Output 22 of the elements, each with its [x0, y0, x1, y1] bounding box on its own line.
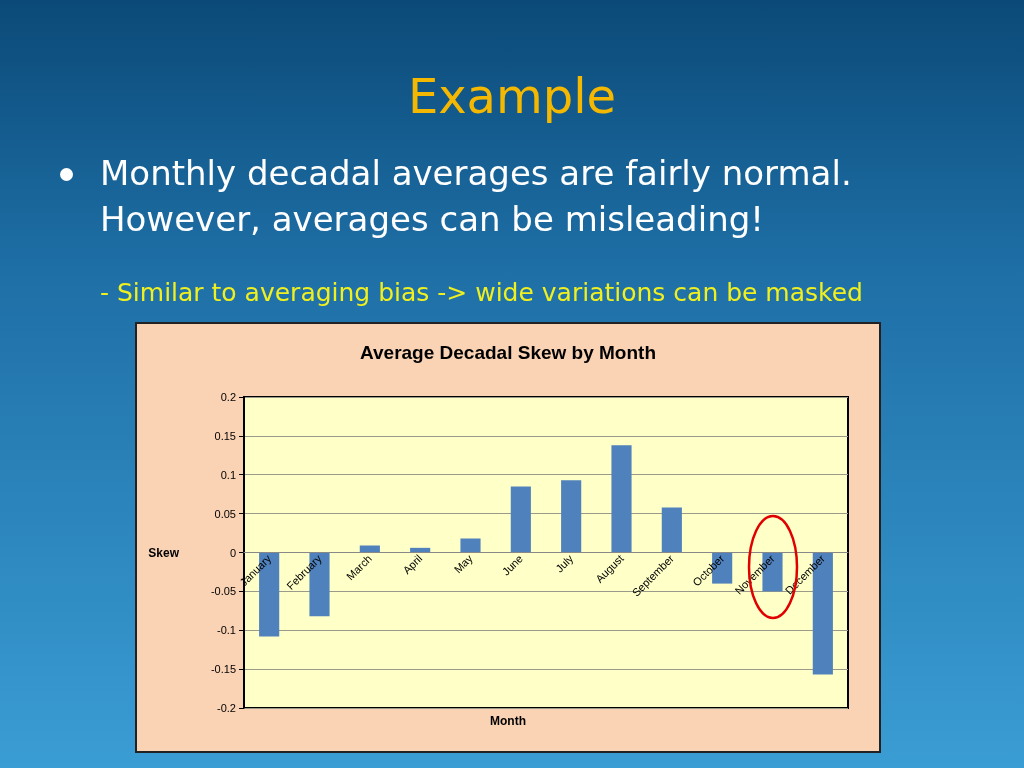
y-tick-label: 0 [229, 546, 236, 559]
y-tick-label: -0.05 [210, 585, 236, 598]
text: Monthly decadal averages are fairly normal. However, averages can be misleading! [100, 152, 853, 241]
bar [561, 480, 582, 553]
y-tick-label: 0.15 [214, 429, 236, 442]
x-tick-label: May [451, 551, 476, 576]
text: Example [406, 68, 618, 124]
y-tick-label: -0.15 [210, 663, 236, 676]
text: - Similar to averaging bias -> wide variations can be masked [100, 278, 863, 307]
x-tick-label: July [553, 551, 576, 575]
bar [661, 507, 682, 553]
y-tick-label: 0.2 [220, 391, 236, 403]
y-tick-label: 0.05 [214, 507, 236, 520]
y-tick-label: -0.1 [217, 624, 236, 637]
y-tick-label: 0.1 [220, 468, 236, 481]
bar [510, 486, 531, 553]
chart-title: Average Decadal Skew by Month [359, 342, 657, 363]
bar [611, 445, 632, 553]
y-tick-label: -0.2 [217, 702, 236, 714]
x-axis-title: Month [489, 714, 527, 728]
y-axis-title: Skew [148, 545, 180, 560]
bar [460, 538, 481, 553]
